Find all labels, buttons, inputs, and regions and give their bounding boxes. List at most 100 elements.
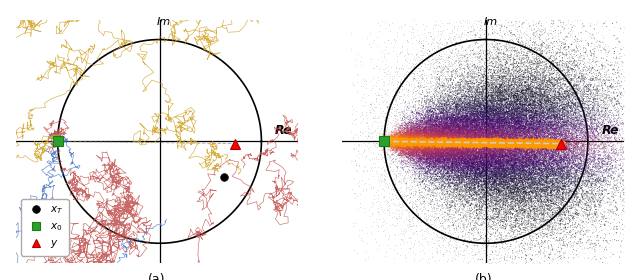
Point (394, 126, 404, 130)
Point (529, 135, 539, 139)
Point (390, 143, 401, 148)
Point (466, 120, 476, 124)
Point (508, 120, 518, 124)
Point (509, 159, 519, 164)
Point (469, 120, 479, 125)
Point (458, 174, 468, 178)
Point (508, 123, 518, 128)
Point (547, 103, 557, 107)
Point (424, 136, 434, 140)
Point (387, 141, 397, 146)
Point (427, 166, 437, 170)
Point (399, 149, 410, 153)
Point (467, 141, 477, 145)
Point (486, 123, 496, 127)
Point (496, 108, 506, 113)
Point (497, 140, 508, 145)
Point (409, 159, 419, 164)
Point (485, 131, 495, 136)
Point (468, 150, 478, 154)
Point (467, 101, 477, 106)
Point (465, 141, 475, 146)
Point (439, 171, 449, 175)
Point (403, 145, 413, 150)
Point (419, 129, 429, 133)
Point (567, 137, 577, 141)
Point (487, 112, 497, 116)
Point (420, 133, 431, 137)
Point (531, 133, 541, 137)
Point (568, 193, 578, 197)
Point (523, 87, 533, 92)
Point (481, 164, 492, 169)
Point (424, 148, 434, 152)
Point (490, 248, 500, 253)
Point (502, 126, 513, 130)
Point (437, 70, 447, 74)
Point (557, 96, 567, 100)
Point (444, 143, 454, 148)
Point (417, 169, 428, 173)
Point (557, 177, 567, 181)
Point (425, 171, 435, 176)
Point (523, 151, 533, 155)
Point (496, 128, 506, 132)
Point (482, 184, 492, 188)
Point (419, 146, 429, 151)
Point (463, 120, 473, 125)
Point (455, 143, 465, 147)
Point (501, 74, 511, 79)
Point (437, 218, 447, 222)
Point (531, 143, 541, 148)
Point (461, 130, 472, 135)
Point (469, 139, 479, 143)
Point (447, 106, 457, 111)
Point (535, 37, 545, 41)
Point (562, 124, 572, 128)
Point (395, 136, 405, 141)
Point (550, 86, 561, 90)
Point (463, 139, 474, 143)
Point (476, 214, 486, 218)
Point (449, 152, 460, 157)
Point (447, 141, 458, 145)
Point (490, 143, 500, 148)
Point (387, 134, 397, 138)
Point (528, 191, 538, 195)
Point (487, 99, 497, 103)
Point (452, 113, 463, 118)
Point (477, 146, 487, 150)
Point (415, 144, 425, 149)
Point (476, 111, 486, 116)
Point (449, 152, 460, 157)
Point (398, 141, 408, 145)
Point (423, 1, 433, 5)
Point (518, 113, 529, 118)
Point (476, 151, 486, 155)
Point (517, 230, 527, 234)
Point (477, 139, 487, 143)
Point (470, 144, 480, 148)
Point (434, 164, 444, 168)
Point (531, 141, 541, 146)
Point (454, 137, 464, 142)
Point (495, 130, 506, 134)
Point (487, 154, 497, 158)
Point (467, 165, 477, 169)
Point (484, 116, 495, 120)
Point (510, 151, 520, 156)
Point (517, 96, 527, 100)
Point (445, 141, 456, 146)
Point (441, 114, 451, 118)
Point (552, 180, 563, 185)
Point (457, 111, 467, 115)
Point (530, 125, 540, 129)
Point (489, 150, 499, 154)
Point (477, 140, 487, 145)
Point (568, 85, 578, 89)
Point (449, 139, 459, 144)
Point (510, 121, 520, 126)
Point (491, 223, 501, 228)
Point (484, 141, 495, 145)
Point (543, 150, 553, 155)
